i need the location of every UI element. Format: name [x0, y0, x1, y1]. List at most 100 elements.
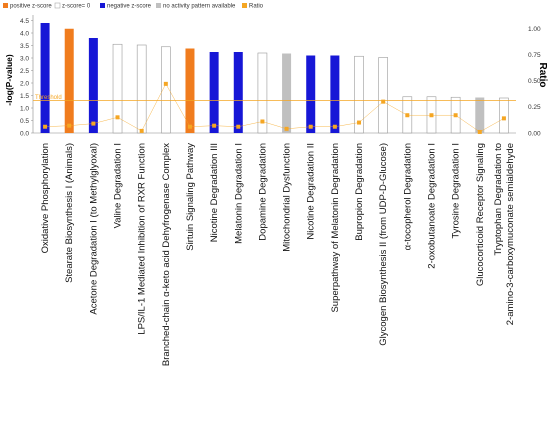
bar	[40, 23, 50, 133]
x-tick-label-text: 2-oxobutanoate Degradation I	[426, 143, 437, 269]
ratio-point	[308, 124, 313, 129]
x-tick-label: Nicotine Degradation II	[306, 143, 317, 240]
x-tick-label: Branched-chain α-keto acid Dehyfrogenase…	[161, 143, 172, 366]
bar	[306, 55, 316, 133]
y-axis-title: -log(P-value)	[4, 54, 14, 106]
x-tick-label-line: Tryptophan Degradation to	[493, 143, 504, 256]
bar	[136, 44, 147, 134]
ratio-line	[45, 83, 505, 133]
x-tick-label-text: Sirtuin Signaling Pathway	[185, 143, 196, 251]
ratio-point	[332, 124, 337, 129]
x-tick-label: Oxidative Phosphorylation	[40, 143, 51, 253]
x-tick-label-text: Glycogen Biosynthesis II (from UDP-D-Glu…	[378, 143, 389, 346]
x-tick-label-text: Stearate Biosynthesis I (Animals)	[64, 143, 75, 283]
ratio-point	[284, 126, 289, 131]
x-tick-label-text: Dopamine Degradation	[257, 143, 268, 241]
bar	[499, 97, 509, 134]
y-tick-label: 0.0	[20, 130, 29, 137]
bar	[354, 55, 364, 134]
x-tick-label: LPS/IL-1 Mediated Inhibition of RXR Func…	[137, 143, 148, 335]
bar	[257, 52, 268, 134]
x-tick-label-line: 2-amino-3-carboxymuconate semialdehyde	[505, 143, 516, 325]
y-tick-label: 4.0	[20, 30, 29, 37]
ratio-point	[429, 113, 434, 118]
legend-swatch	[100, 3, 105, 8]
y2-tick-label: 0.00	[528, 130, 541, 137]
x-tick-label: Glycogen Biosynthesis II (from UDP-D-Glu…	[378, 143, 389, 346]
x-tick-label-text: Glucocorticoid Receptor Signaling	[475, 143, 486, 286]
x-tick-label: Stearate Biosynthesis I (Animals)	[64, 143, 75, 283]
x-tick-label-text: Melatonin Degradation I	[233, 143, 244, 244]
ratio-point	[187, 124, 192, 129]
ratio-point	[236, 124, 241, 129]
ratio-point	[260, 119, 265, 124]
ratio-point	[405, 113, 410, 118]
x-tick-label: Dopamine Degradation	[257, 143, 268, 241]
y2-tick-label: 0.25	[528, 104, 541, 111]
x-tick-label: Acetone Degradation I (to Methylglyoxal)	[88, 143, 99, 315]
bar	[330, 55, 340, 133]
bar	[64, 28, 74, 133]
plot-area: Threshold	[32, 15, 516, 134]
legend-swatch	[54, 2, 61, 9]
ratio-point	[212, 123, 217, 128]
x-tick-label: Melatonin Degradation I	[233, 143, 244, 244]
x-tick-label: Mitochondrial Dysfunction	[282, 143, 293, 252]
ratio-point	[453, 113, 458, 118]
legend-label: no activity pattern available	[163, 4, 236, 10]
x-tick-label: 2-oxobutanoate Degradation I	[426, 143, 437, 269]
bar	[161, 46, 171, 134]
legend-item: z-score= 0	[54, 2, 91, 10]
y-axis-left: 0.0 0.5 1.0 1.5 2.0 2.5 3.0 3.5 4.0 4.5	[20, 18, 33, 137]
legend-label: z-score= 0	[62, 4, 91, 10]
x-tick-label-text: Nicotine Degradation III	[209, 143, 220, 242]
legend-swatch	[156, 3, 161, 8]
ratio-point	[43, 124, 48, 129]
ratio-point	[139, 128, 144, 133]
legend-label: Ratio	[249, 4, 264, 10]
y-tick-label: 1.5	[20, 93, 29, 100]
x-tick-label-text: Nicotine Degradation II	[306, 143, 317, 240]
y2-tick-label: 0.50	[528, 78, 541, 85]
legend-swatch	[3, 3, 8, 8]
x-tick-label-text: Oxidative Phosphorylation	[40, 143, 51, 253]
ratio-point	[477, 129, 482, 134]
x-tick-label-text: Mitochondrial Dysfunction	[282, 143, 293, 252]
ratio-point	[501, 116, 506, 121]
legend-item: no activity pattern available	[156, 3, 236, 10]
threshold-label: Threshold	[35, 95, 62, 101]
x-tick-label: Superpathway of Melatonin Degradation	[330, 143, 341, 313]
y-tick-label: 3.0	[20, 55, 29, 62]
x-tick-label: Valine Degradation I	[113, 143, 124, 228]
bar	[88, 38, 98, 133]
ratio-point	[115, 115, 120, 120]
x-tick-label: Tyrosine Degradation I	[451, 143, 462, 239]
y-tick-label: 1.0	[20, 105, 29, 112]
x-tick-label-text: Superpathway of Melatonin Degradation	[330, 143, 341, 313]
y2-axis-title: Ratio	[537, 63, 548, 88]
x-axis-labels: Oxidative Phosphorylation Stearate Biosyn…	[40, 143, 516, 366]
x-tick-label: Sirtuin Signaling Pathway	[185, 143, 196, 251]
x-tick-label-text: LPS/IL-1 Mediated Inhibition of RXR Func…	[137, 143, 148, 335]
bar	[112, 43, 123, 134]
bar	[378, 57, 388, 134]
legend-item: positive z-score	[3, 3, 52, 10]
legend-label: positive z-score	[10, 4, 52, 10]
y-axis-right: 0.00 0.25 0.50 0.75 1.00	[528, 26, 541, 138]
legend-label: negative z-score	[107, 4, 152, 10]
legend-item: Ratio	[242, 3, 264, 10]
ratio-point	[357, 120, 362, 125]
ratio-point	[67, 123, 72, 128]
y-tick-label: 2.0	[20, 80, 29, 87]
ratio-point	[381, 99, 386, 104]
ratio-point	[91, 121, 96, 126]
x-tick-label-text: α-tocopherol Degradation	[402, 143, 413, 250]
y-tick-label: 0.5	[20, 118, 29, 125]
x-tick-label: Glucocorticoid Receptor Signaling	[475, 143, 486, 286]
ratio-point	[163, 81, 168, 86]
x-tick-label-text: Valine Degradation I	[113, 143, 124, 228]
bar	[282, 53, 292, 133]
x-tick-label-text: Bupropion Degradation	[354, 143, 365, 241]
bar	[209, 52, 219, 133]
